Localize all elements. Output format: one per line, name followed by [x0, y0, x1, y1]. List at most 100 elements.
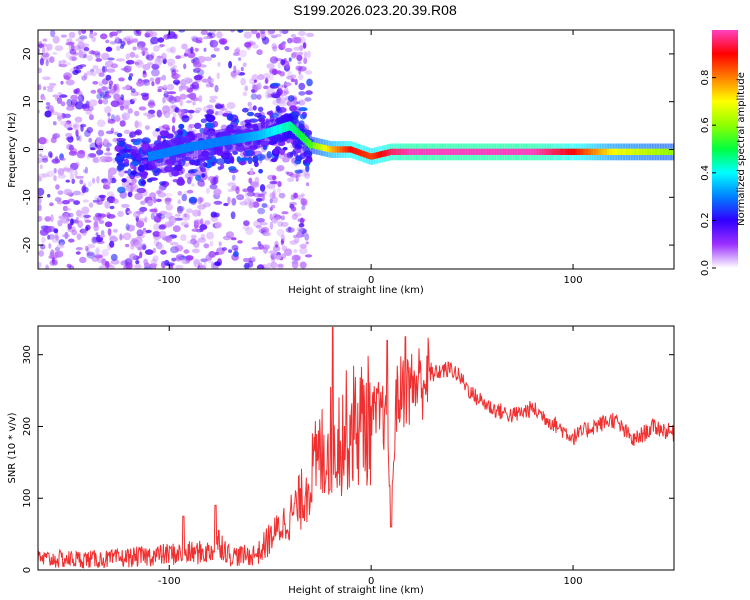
spectrogram-noise-cell	[256, 49, 263, 56]
spectrogram-ridge-core	[577, 148, 580, 155]
spectrogram-ridge-core	[422, 148, 425, 155]
spectrogram-noise-cell	[38, 192, 41, 200]
spectrogram-ridge-core	[316, 143, 319, 150]
spectrogram-noise-cell	[298, 91, 306, 96]
spectrogram-noise-cell	[251, 255, 256, 262]
spectrogram-noise-cell	[89, 31, 94, 39]
spectrogram-noise-cell	[259, 30, 266, 35]
spectrogram-ytick-label: 20	[22, 48, 33, 61]
spectrogram-cluster-cell	[204, 114, 212, 118]
spectrogram-noise-cell	[80, 124, 84, 132]
spectrogram-noise-cell	[92, 81, 99, 85]
spectrogram-noise-cell	[109, 92, 115, 96]
spectrogram-noise-cell	[160, 249, 167, 255]
spectrogram-noise-cell	[196, 67, 201, 71]
spectrogram-noise-cell	[82, 199, 89, 203]
spectrogram-ridge-core	[308, 138, 311, 148]
spectrogram-noise-cell	[71, 178, 75, 185]
spectrogram-noise-cell	[261, 203, 268, 208]
spectrogram-noise-cell	[66, 98, 73, 107]
spectrogram-ridge-core	[437, 148, 440, 155]
spectrogram-noise-cell	[56, 116, 63, 120]
spectrogram-ridge-core	[246, 132, 249, 142]
spectrogram-ridge-core	[359, 149, 362, 157]
spectrogram-cluster-cell	[130, 170, 137, 175]
spectrogram-ridge-core	[632, 148, 635, 155]
spectrogram-noise-cell	[38, 84, 42, 91]
spectrogram-ridge-core	[385, 149, 388, 157]
spectrogram-noise-cell	[261, 33, 266, 39]
spectrogram-noise-cell	[173, 79, 181, 85]
spectrogram-ridge-core	[622, 148, 626, 155]
spectrogram-noise-cell	[114, 114, 121, 122]
spectrogram-noise-cell	[42, 97, 47, 101]
spectrogram-cluster-cell	[239, 157, 250, 161]
spectrogram-noise-cell	[277, 62, 281, 69]
spectrogram-ridge-core	[198, 140, 201, 150]
spectrogram-cluster-cell	[275, 105, 281, 112]
spectrogram-cluster-cell	[220, 163, 225, 170]
spectrogram-noise-cell	[62, 167, 72, 172]
spectrogram-noise-cell	[305, 241, 309, 245]
spectrogram-noise-cell	[196, 229, 201, 233]
spectrogram-ridge-core	[553, 148, 556, 155]
spectrogram-ridge-core	[364, 151, 367, 158]
spectrogram-noise-cell	[305, 182, 310, 187]
spectrogram-ridge-core	[601, 148, 605, 155]
spectrogram-cluster-cell	[270, 158, 278, 163]
spectrogram-noise-cell	[242, 91, 248, 97]
spectrogram-noise-cell	[175, 55, 182, 60]
spectrogram-ridge-core	[178, 144, 181, 154]
spectrogram-noise-cell	[74, 161, 80, 168]
spectrogram-noise-cell	[195, 37, 203, 41]
spectrogram-noise-cell	[98, 99, 103, 105]
spectrogram-noise-cell	[197, 209, 201, 217]
spectrogram-noise-cell	[288, 100, 297, 108]
spectrogram-ridge-core	[493, 148, 496, 155]
spectrogram-noise-cell	[304, 254, 313, 258]
spectrogram-noise-cell	[92, 50, 101, 56]
spectrogram-noise-cell	[298, 30, 306, 36]
spectrogram-noise-cell	[58, 63, 68, 68]
spectrogram-ridge-core	[338, 146, 341, 153]
spectrogram-ridge-core	[576, 148, 579, 155]
spectrogram-noise-cell	[46, 85, 55, 89]
spectrogram-noise-cell	[151, 81, 155, 87]
spectrogram-noise-cell	[122, 114, 127, 122]
spectrogram-ridge-core	[375, 152, 378, 159]
spectrogram-noise-cell	[249, 78, 254, 85]
spectrogram-noise-cell	[92, 65, 99, 70]
spectrogram-noise-cell	[157, 86, 164, 90]
spectrogram-noise-cell	[158, 224, 166, 230]
spectrogram-ridge-core	[291, 123, 294, 133]
spectrogram-ridge-core	[558, 148, 561, 155]
spectrogram-noise-cell	[238, 57, 242, 61]
colorbar-tick-label: 0.0	[700, 260, 711, 276]
spectrogram-noise-cell	[46, 225, 56, 233]
spectrogram-noise-cell	[69, 172, 75, 180]
spectrogram-cluster-cell	[140, 180, 147, 186]
spectrogram-ridge-core	[232, 134, 235, 144]
spectrogram-noise-cell	[283, 82, 292, 87]
spectrogram-noise-cell	[191, 183, 195, 187]
spectrogram-noise-cell	[188, 196, 198, 204]
spectrogram-ridge-core	[396, 148, 399, 155]
spectrogram-ridge-core	[269, 127, 272, 137]
spectrogram-noise-cell	[48, 255, 58, 260]
spectrogram-noise-cell	[251, 246, 261, 250]
spectrogram-noise-cell	[81, 206, 90, 215]
spectrogram-cluster-cell	[252, 105, 257, 111]
spectrogram-noise-cell	[62, 233, 70, 238]
spectrogram-cluster-cell	[270, 112, 279, 119]
spectrogram-ridge-core	[395, 148, 398, 155]
spectrogram-noise-cell	[75, 175, 84, 179]
spectrogram-noise-cell	[231, 244, 239, 251]
spectrogram-noise-cell	[120, 67, 129, 71]
spectrogram-noise-cell	[65, 179, 71, 183]
spectrogram-noise-cell	[278, 98, 287, 107]
spectrogram-noise-cell	[250, 30, 258, 35]
spectrogram-ridge-core	[417, 148, 420, 155]
spectrogram-noise-cell	[305, 32, 315, 38]
spectrogram-noise-cell	[213, 200, 223, 205]
spectrogram-noise-cell	[300, 217, 304, 225]
